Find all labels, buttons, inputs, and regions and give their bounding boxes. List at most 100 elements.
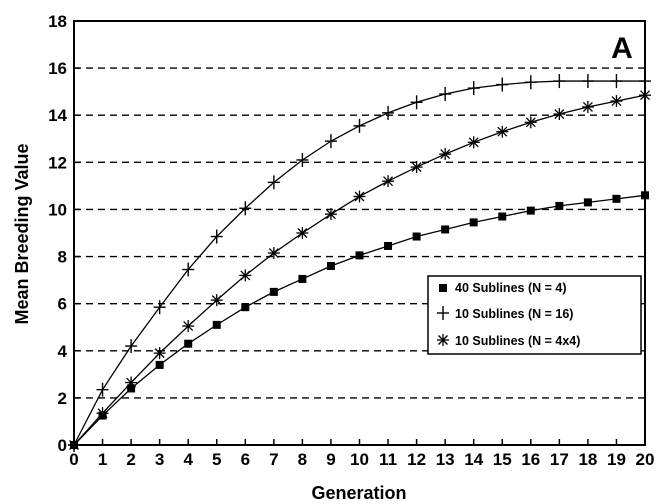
y-tick-label: 10	[48, 200, 67, 219]
legend-box	[427, 275, 642, 355]
data-point	[496, 77, 509, 92]
marker-stroke	[440, 149, 451, 160]
data-point	[267, 175, 280, 190]
legend-label-3: 10 Sublines (N = 4x4)	[455, 334, 580, 348]
marker-stroke	[497, 126, 508, 137]
x-axis-title: Generation	[311, 483, 406, 503]
data-point	[441, 225, 450, 234]
data-point	[155, 360, 164, 369]
x-tick-label: 11	[379, 450, 397, 469]
legend-marker-square	[439, 284, 447, 292]
data-point	[184, 339, 193, 348]
marker-stroke	[438, 335, 448, 345]
series-2	[68, 74, 651, 452]
y-tick-label: 14	[48, 106, 67, 125]
legend-marker-asterisk	[437, 334, 449, 346]
marker-stroke	[325, 209, 336, 220]
marker-stroke	[126, 377, 137, 388]
data-point	[353, 118, 366, 133]
x-tick-label: 10	[350, 450, 369, 469]
data-point	[439, 148, 452, 161]
data-point	[324, 134, 337, 149]
x-tick-label: 5	[212, 450, 221, 469]
y-tick-label: 0	[58, 436, 67, 455]
series-layer	[68, 74, 651, 452]
marker-stroke	[211, 295, 222, 306]
data-point	[553, 108, 566, 121]
x-tick-label: 0	[69, 450, 78, 469]
x-tick-label: 8	[298, 450, 307, 469]
data-point	[610, 95, 623, 108]
data-point	[269, 287, 278, 296]
legend-entry-1: 40 Sublines (N = 4)	[439, 281, 567, 295]
legend-entry-2: 10 Sublines (N = 16)	[437, 306, 573, 321]
marker-stroke	[525, 117, 536, 128]
axis-ticks	[73, 20, 646, 446]
data-point	[581, 100, 594, 113]
marker-stroke	[183, 321, 194, 332]
marker-stroke	[611, 96, 622, 107]
data-point	[153, 347, 166, 360]
x-tick-label: 7	[269, 450, 278, 469]
data-point	[524, 116, 537, 129]
x-tick-label: 2	[126, 450, 135, 469]
marker-stroke	[582, 102, 593, 112]
data-point	[182, 262, 195, 277]
x-tick-label: 14	[464, 450, 483, 469]
data-point	[467, 81, 480, 96]
series-3	[68, 89, 651, 451]
y-tick-label: 6	[58, 295, 67, 314]
data-point	[526, 206, 535, 215]
marker-stroke	[154, 348, 165, 359]
marker-stroke	[240, 270, 251, 281]
marker-stroke	[411, 162, 422, 173]
data-point	[467, 136, 480, 149]
legend-marker-symbol	[439, 284, 447, 292]
x-tick-label: 20	[636, 450, 655, 469]
marker-stroke	[354, 191, 365, 202]
x-tick-label: 12	[407, 450, 426, 469]
y-tick-label: 18	[48, 12, 67, 31]
data-point	[469, 218, 478, 227]
legend-entry-3: 10 Sublines (N = 4x4)	[437, 334, 580, 348]
x-tick-label: 19	[607, 450, 626, 469]
x-tick-label: 1	[98, 450, 107, 469]
data-point	[239, 201, 252, 216]
data-point	[298, 274, 307, 283]
data-point	[612, 194, 621, 203]
legend: 40 Sublines (N = 4) 10 Sublines (N = 16)…	[427, 275, 642, 355]
legend-label-1: 40 Sublines (N = 4)	[455, 281, 567, 295]
marker-stroke	[97, 408, 108, 419]
data-point	[355, 251, 364, 260]
x-tick-label: 13	[436, 450, 455, 469]
y-axis-title: Mean Breeding Value	[12, 143, 32, 324]
data-point	[498, 212, 507, 221]
panel-label: A	[611, 32, 633, 65]
x-tick-label: 17	[550, 450, 569, 469]
y-tick-label: 8	[58, 248, 67, 267]
data-point	[439, 87, 452, 102]
data-point	[555, 201, 564, 210]
data-point	[382, 175, 395, 188]
legend-marker-plus	[437, 306, 449, 320]
data-point	[324, 208, 337, 221]
data-point	[267, 247, 280, 260]
series-line	[73, 94, 646, 446]
data-point	[553, 74, 566, 89]
x-tick-label: 15	[493, 450, 512, 469]
legend-label-2: 10 Sublines (N = 16)	[455, 307, 573, 321]
data-point	[583, 198, 592, 207]
x-tick-label: 3	[155, 450, 164, 469]
legend-marker-symbol	[437, 306, 449, 320]
x-tick-label: 4	[183, 450, 193, 469]
data-point	[125, 339, 138, 354]
data-point	[212, 320, 221, 329]
x-tick-label: 16	[521, 450, 540, 469]
y-tick-label: 12	[48, 153, 67, 172]
y-tick-label: 2	[58, 389, 67, 408]
y-tick-label: 4	[58, 342, 68, 361]
data-point	[610, 74, 623, 89]
data-point	[153, 300, 166, 315]
y-tick-label: 16	[48, 59, 67, 78]
